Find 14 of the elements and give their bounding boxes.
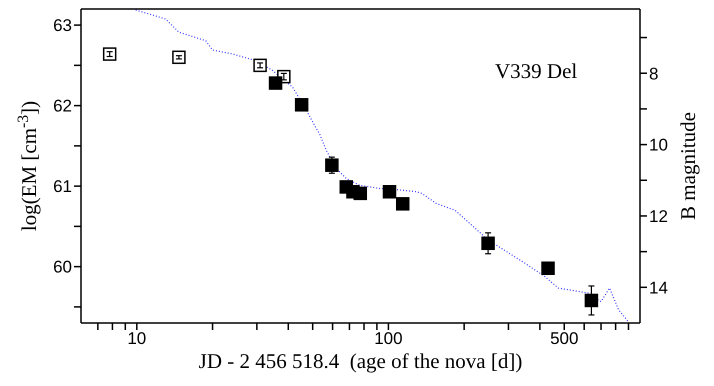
y-tick-label: 62 — [53, 96, 72, 116]
y2-tick-label: 12 — [649, 206, 668, 226]
x-tick-label: 100 — [374, 329, 403, 348]
y2-tick-label: 8 — [649, 64, 658, 84]
y-tick-label: 61 — [53, 177, 72, 196]
y2-axis-title: B magnitude — [676, 112, 700, 220]
annotation: V339 Del — [495, 59, 578, 83]
y-tick-label: 63 — [53, 16, 72, 36]
x-tick-label: 500 — [550, 329, 578, 348]
x-axis-title: JD - 2 456 518.4 (age of the nova [d]) — [198, 349, 522, 373]
y-tick-label: 60 — [53, 258, 72, 277]
y2-tick-label: 10 — [649, 136, 668, 155]
y2-tick-label: 14 — [649, 278, 668, 298]
x-tick-label: 10 — [127, 329, 146, 348]
